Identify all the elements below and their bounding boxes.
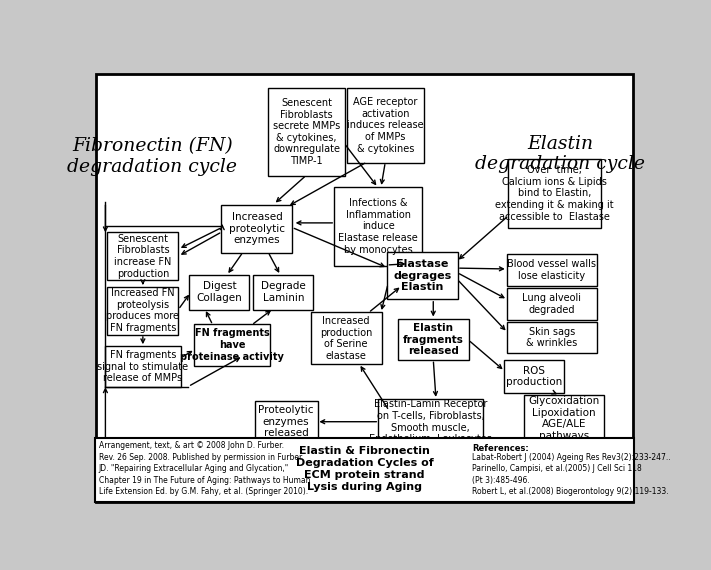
Text: Blood vessel walls
lose elasticity: Blood vessel walls lose elasticity xyxy=(507,259,597,281)
FancyBboxPatch shape xyxy=(397,319,469,360)
FancyBboxPatch shape xyxy=(506,321,597,353)
Text: Elastase
degrages
Elastin: Elastase degrages Elastin xyxy=(393,259,451,292)
FancyBboxPatch shape xyxy=(95,438,634,503)
Text: Lung alveoli
degraded: Lung alveoli degraded xyxy=(523,294,581,315)
FancyBboxPatch shape xyxy=(506,254,597,286)
Text: Senescent
Fibroblasts
increase FN
production: Senescent Fibroblasts increase FN produc… xyxy=(114,234,171,279)
FancyBboxPatch shape xyxy=(107,287,178,335)
Text: Over  time,
Calcium ions & Lipids
bind to Elastin,
extending it & making it
acce: Over time, Calcium ions & Lipids bind to… xyxy=(495,165,614,222)
Text: Senescent
Fibroblasts
secrete MMPs
& cytokines,
downregulate
TIMP-1: Senescent Fibroblasts secrete MMPs & cyt… xyxy=(273,98,340,166)
FancyBboxPatch shape xyxy=(105,346,181,388)
Text: Arrangement, text, & art © 2008 John D. Furber.
Rev. 26 Sep. 2008. Published by : Arrangement, text, & art © 2008 John D. … xyxy=(99,441,310,496)
FancyBboxPatch shape xyxy=(506,288,597,320)
FancyBboxPatch shape xyxy=(194,324,270,365)
Text: Increased
production
of Serine
elastase: Increased production of Serine elastase xyxy=(320,316,373,361)
Text: Proteolytic
enzymes
released: Proteolytic enzymes released xyxy=(258,405,314,438)
FancyBboxPatch shape xyxy=(504,360,564,393)
Text: Elastin-Lamin Receptor
on T-cells, Fibroblasts,
Smooth muscle,
Endothelium, Leuk: Elastin-Lamin Receptor on T-cells, Fibro… xyxy=(369,400,492,444)
Text: Glycoxidation
Lipoxidation
AGE/ALE
pathways: Glycoxidation Lipoxidation AGE/ALE pathw… xyxy=(528,396,599,441)
Text: Skin sags
& wrinkles: Skin sags & wrinkles xyxy=(526,327,577,348)
Text: Increased FN
proteolysis
produces more
FN fragments: Increased FN proteolysis produces more F… xyxy=(107,288,179,333)
Text: AGE receptor
activation
induces release
of MMPs
& cytokines: AGE receptor activation induces release … xyxy=(347,97,424,154)
FancyBboxPatch shape xyxy=(387,251,458,299)
FancyBboxPatch shape xyxy=(268,88,345,176)
Text: Digest
Collagen: Digest Collagen xyxy=(197,282,242,303)
FancyBboxPatch shape xyxy=(221,205,292,253)
Text: Labat-Robert J (2004) Ageing Res Rev3(2):233-247..
Parinello, Campisi, et al.(20: Labat-Robert J (2004) Ageing Res Rev3(2)… xyxy=(472,453,670,496)
FancyBboxPatch shape xyxy=(255,401,318,442)
Text: Elastin
degradation cycle: Elastin degradation cycle xyxy=(475,135,645,173)
FancyBboxPatch shape xyxy=(378,399,483,445)
Text: References:: References: xyxy=(472,445,528,453)
FancyBboxPatch shape xyxy=(334,187,422,266)
Text: Elastin
fragments
released: Elastin fragments released xyxy=(403,323,464,356)
FancyBboxPatch shape xyxy=(189,275,250,310)
Text: FN fragments
signal to stimulate
release of MMPs: FN fragments signal to stimulate release… xyxy=(97,350,188,384)
Text: Fibronectin (FN)
degradation cycle: Fibronectin (FN) degradation cycle xyxy=(68,137,237,176)
FancyBboxPatch shape xyxy=(107,233,178,280)
Text: Degrade
Laminin: Degrade Laminin xyxy=(261,282,306,303)
FancyBboxPatch shape xyxy=(524,394,604,442)
Text: Infections &
Inflammation
induce
Elastase release
by monocytes: Infections & Inflammation induce Elastas… xyxy=(338,198,418,255)
FancyBboxPatch shape xyxy=(508,158,601,229)
Text: FN fragments
have
proteinase activity: FN fragments have proteinase activity xyxy=(180,328,284,361)
Text: Elastin & Fibronectin
Degradation Cycles of
ECM protein strand
Lysis during Agin: Elastin & Fibronectin Degradation Cycles… xyxy=(296,446,433,492)
FancyBboxPatch shape xyxy=(96,74,633,502)
Text: Increased
proteolytic
enzymes: Increased proteolytic enzymes xyxy=(229,212,285,245)
FancyBboxPatch shape xyxy=(347,88,424,162)
Text: ROS
production: ROS production xyxy=(506,366,562,387)
FancyBboxPatch shape xyxy=(253,275,314,310)
FancyBboxPatch shape xyxy=(311,312,382,364)
